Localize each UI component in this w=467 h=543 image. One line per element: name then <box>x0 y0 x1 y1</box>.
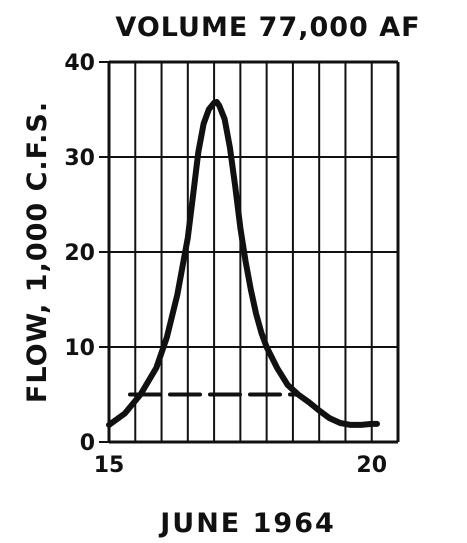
x-axis-label: JUNE 1964 <box>158 508 336 539</box>
y-tick-label: 0 <box>80 431 95 456</box>
tick-labels: 0 10 20 30 40 15 20 <box>64 51 387 478</box>
y-axis-label: FLOW, 1,000 C.F.S. <box>22 101 53 403</box>
x-tick-label: 15 <box>94 453 125 478</box>
y-tick-label: 10 <box>64 336 95 361</box>
chart-title: VOLUME 77,000 AF <box>115 12 420 43</box>
y-tick-label: 40 <box>64 51 95 76</box>
hydrograph-line <box>106 98 380 428</box>
y-tick-label: 20 <box>64 241 95 266</box>
grid-layer <box>107 60 400 444</box>
x-tick-label: 20 <box>356 453 387 478</box>
y-tick-label: 30 <box>64 146 95 171</box>
series-layer <box>106 98 380 428</box>
